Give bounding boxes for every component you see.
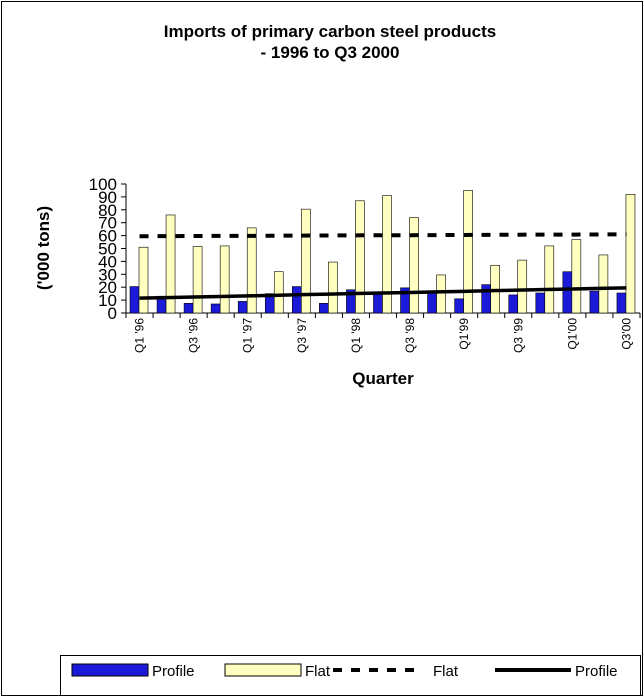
bar [562,271,573,314]
legend-label: Flat [433,663,459,680]
bar [210,303,221,314]
bar [292,286,302,314]
legend-swatch [71,663,149,677]
bar [382,195,392,314]
bar [463,190,473,314]
y-tick-label: 50 [98,240,117,259]
bar [129,286,140,314]
x-axis-label: Quarter [352,369,414,388]
bar [481,284,491,314]
bar [183,303,194,314]
bar [165,214,176,314]
bar [427,292,437,314]
bar [508,294,519,314]
y-axis-label: ('000 tons) [34,206,53,290]
bar [237,301,248,314]
x-tick-label: Q3 '97 [295,318,309,353]
bar [273,271,284,314]
x-tick-label: Q3 '99 [511,318,525,353]
legend-label: Flat [305,663,331,680]
x-tick-label: Q1 '97 [241,318,255,353]
y-tick-label: 10 [98,291,117,310]
y-tick-label: 0 [108,304,117,323]
legend-label: Profile [575,663,618,680]
bar [373,293,383,314]
bar [517,259,528,314]
bar [544,245,555,314]
bar [246,227,257,314]
bar [571,239,582,314]
x-tick-label: Q1'00 [565,318,579,350]
x-tick-label: Q3 '98 [403,318,417,353]
bar [138,246,149,314]
bar [454,298,464,314]
y-tick-label: 90 [98,188,117,207]
bar [616,292,627,314]
chart-title: Imports of primary carbon steel products [164,22,497,41]
x-tick-label: Q1 '98 [349,318,363,353]
legend [60,655,641,696]
trend-line [139,286,627,300]
y-tick-label: 60 [98,227,117,246]
x-tick-label: Q1'99 [457,318,471,350]
legend-swatch [224,663,302,677]
y-tick-label: 40 [98,252,117,271]
x-tick-label: Q3 '96 [187,318,201,353]
y-tick-label: 80 [98,201,117,220]
y-tick-label: 70 [98,214,117,233]
bar [598,254,609,314]
bar [436,274,446,314]
bar [301,208,311,314]
bar [319,303,329,314]
bar [409,217,419,314]
legend-label: Profile [152,663,195,680]
bar [192,246,203,314]
x-tick-label: Q3'00 [619,318,633,350]
y-tick-label: 30 [98,265,117,284]
x-tick-label: Q1 '96 [133,318,147,353]
bar [355,200,365,314]
y-tick-label: 100 [89,175,117,194]
chart-subtitle: - 1996 to Q3 2000 [261,43,400,62]
bar [219,245,230,314]
bar [328,261,338,314]
y-tick-label: 20 [98,278,117,297]
bar [625,194,636,314]
bar [535,292,546,314]
bar [589,290,600,314]
